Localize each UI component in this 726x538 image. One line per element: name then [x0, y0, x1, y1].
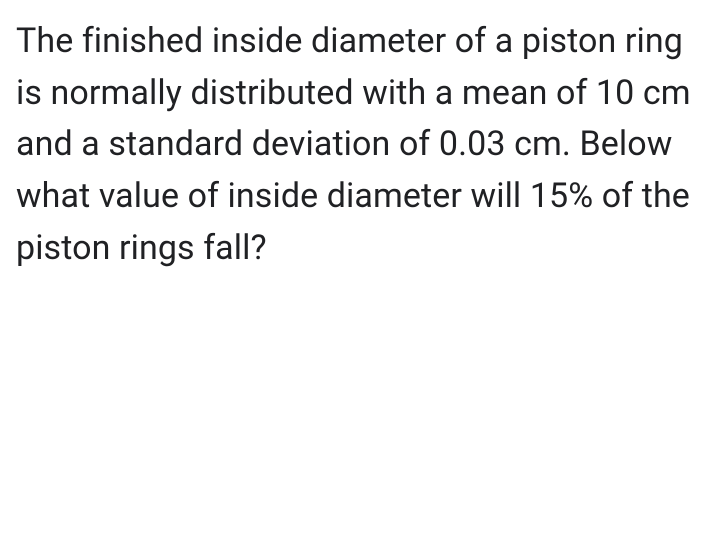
question-text: The finished inside diameter of a piston… [16, 16, 706, 274]
